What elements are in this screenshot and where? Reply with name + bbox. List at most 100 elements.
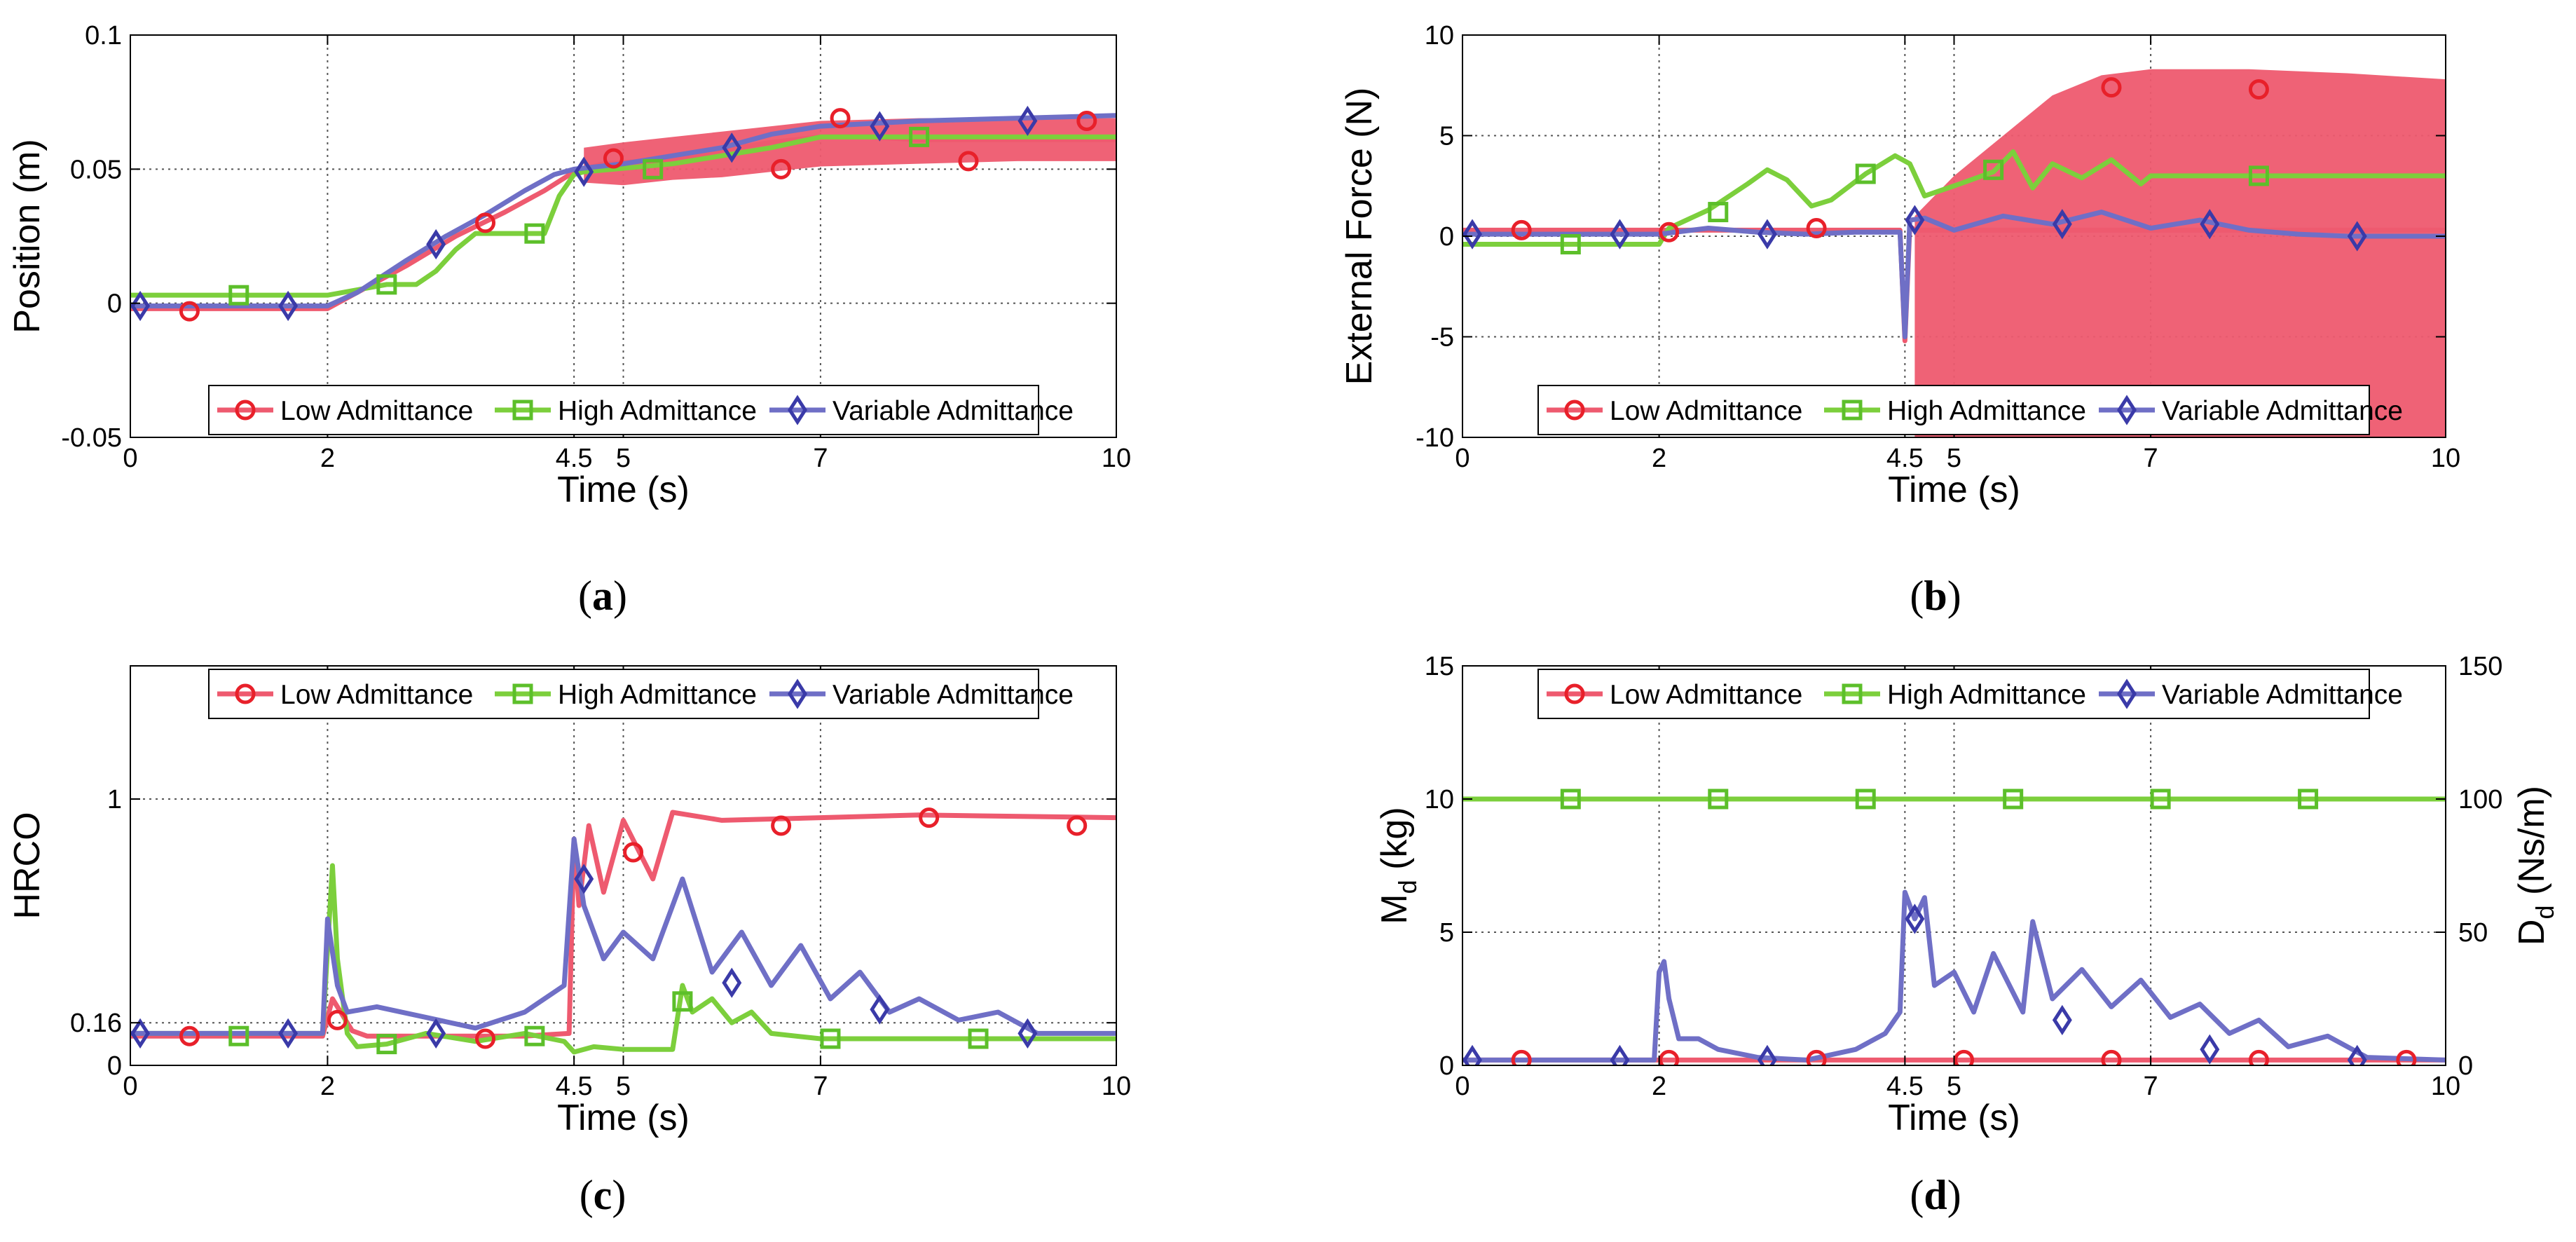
- y-tick-label: 0.1: [85, 21, 122, 50]
- legend: Low Admittance High Admittance Variable Ad…: [1537, 385, 2403, 435]
- legend-box: [208, 669, 1039, 719]
- x-tick-label: 0: [1455, 1072, 1469, 1101]
- data-point-high: [643, 158, 664, 179]
- x-tick-label: 5: [1947, 444, 1961, 473]
- x-tick-label: 4.5: [1886, 1072, 1924, 1101]
- y-axis-label: Md (kg): [1374, 807, 1422, 924]
- x-tick-label: 5: [616, 444, 631, 473]
- series-line-variable: [130, 836, 1116, 1036]
- data-point-low: [958, 151, 979, 172]
- series-markers-variable: [130, 864, 1038, 1049]
- data-point-low: [2248, 79, 2269, 100]
- data-point-high: [228, 1025, 249, 1046]
- y-tick-label: -5: [1430, 323, 1454, 353]
- x-tick-label: 4.5: [556, 1072, 593, 1101]
- legend-marker-high: [512, 683, 533, 704]
- series-markers-variable: [130, 105, 1038, 322]
- data-point-low: [179, 301, 200, 322]
- data-point-low: [475, 1028, 496, 1049]
- legend-label-variable: Variable Admittance: [2162, 396, 2403, 426]
- data-point-high: [909, 126, 930, 147]
- data-point-high: [1983, 159, 2004, 180]
- y-axis-label: HRCO: [7, 812, 48, 919]
- x-axis-label: Time (s): [557, 1098, 690, 1138]
- x-tick-label: 10: [2431, 1072, 2460, 1101]
- legend-box: [208, 385, 1039, 435]
- x-axis-label: Time (s): [1888, 470, 2020, 510]
- data-point-variable: [2347, 221, 2367, 252]
- y-tick-label: 5: [1439, 122, 1454, 151]
- data-point-variable: [1610, 219, 1630, 250]
- legend-marker-high: [1842, 683, 1863, 704]
- data-point-variable: [2200, 209, 2220, 240]
- data-point-variable: [870, 994, 890, 1025]
- y-axis-label: External Force (N): [1339, 88, 1380, 385]
- legend-marker-low: [235, 683, 256, 704]
- data-point-low: [327, 1009, 348, 1030]
- legend-marker-variable: [788, 678, 807, 709]
- series-group: [130, 807, 1116, 1055]
- data-point-high: [1560, 789, 1581, 810]
- panel-caption: (b): [1910, 573, 1961, 619]
- data-point-high: [524, 1025, 545, 1046]
- data-point-low: [771, 158, 792, 179]
- oscillation-band-low: [1914, 69, 2446, 437]
- data-point-variable: [574, 864, 594, 894]
- data-point-variable: [722, 967, 742, 998]
- legend-label-low: Low Admittance: [1610, 680, 1802, 710]
- data-point-variable: [426, 228, 446, 260]
- y-tick-label: 0.16: [70, 1009, 122, 1038]
- data-point-low: [179, 1025, 200, 1046]
- series-group: [130, 105, 1116, 322]
- data-point-low: [2396, 1049, 2417, 1065]
- y-tick-label: 0: [1439, 1051, 1454, 1081]
- legend-marker-low: [1564, 400, 1585, 421]
- x-tick-label: 4.5: [1886, 444, 1924, 473]
- legend: Low Admittance High Admittance Variable Ad…: [1537, 669, 2403, 719]
- y-tick-label: 0.05: [70, 155, 122, 184]
- x-tick-label: 0: [1455, 444, 1469, 473]
- data-point-low: [919, 807, 940, 828]
- legend-label-low: Low Admittance: [280, 680, 473, 710]
- legend-box: [1537, 385, 2370, 435]
- data-point-high: [672, 991, 693, 1012]
- data-point-low: [623, 842, 644, 863]
- data-point-low: [2248, 1049, 2269, 1065]
- x-tick-label: 2: [1652, 1072, 1666, 1101]
- data-point-variable: [278, 1018, 299, 1049]
- legend-label-high: High Admittance: [558, 680, 757, 710]
- y-tick-label: 0: [1439, 222, 1454, 252]
- y-tick-label: -0.05: [61, 423, 122, 453]
- series-line-variable: [1462, 210, 2446, 339]
- x-tick-label: 2: [320, 1072, 335, 1101]
- y-right-axis-label: Dd (Ns/m): [2512, 786, 2559, 946]
- y-axis-label: Position (m): [7, 139, 48, 333]
- data-point-low: [2101, 77, 2122, 98]
- panel-caption: (c): [580, 1172, 626, 1218]
- legend-marker-low: [235, 400, 256, 421]
- data-point-variable: [2200, 1034, 2220, 1065]
- x-tick-label: 10: [2431, 444, 2460, 473]
- data-point-high: [524, 223, 545, 244]
- data-point-low: [603, 148, 624, 169]
- data-point-variable: [1462, 1044, 1483, 1065]
- legend: Low Admittance High Admittance Variable Ad…: [208, 669, 1074, 719]
- series-line-high: [130, 134, 1116, 298]
- legend-label-variable: Variable Admittance: [833, 680, 1074, 710]
- y-right-tick-label: 150: [2458, 652, 2502, 681]
- legend-label-high: High Admittance: [1887, 396, 2086, 426]
- data-point-variable: [1757, 219, 1777, 250]
- y-tick-label: 1: [107, 785, 122, 814]
- series-line-variable: [1462, 889, 2446, 1063]
- data-point-low: [1659, 221, 1680, 243]
- legend-marker-high: [512, 400, 533, 421]
- data-point-low: [1511, 1049, 1532, 1065]
- series-group: [1462, 69, 2446, 437]
- data-point-high: [968, 1028, 989, 1049]
- panel-caption: (d): [1910, 1172, 1961, 1218]
- panel-caption: (a): [578, 573, 627, 619]
- data-point-variable: [870, 111, 890, 142]
- legend-label-variable: Variable Admittance: [833, 396, 1074, 426]
